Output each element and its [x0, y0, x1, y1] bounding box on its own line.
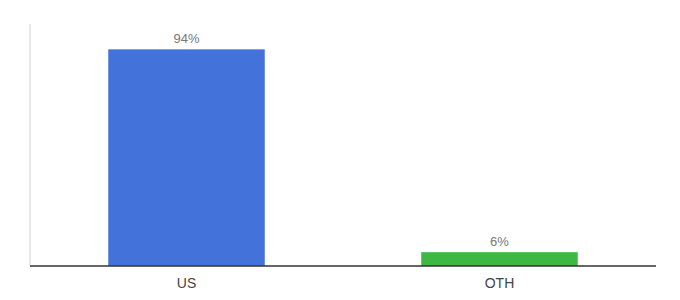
chart: 94% 6% US OTH [0, 0, 680, 300]
chart-container: 94% 6% US OTH [0, 0, 680, 300]
data-label: 94% [173, 31, 199, 46]
y-axis-line [30, 24, 31, 266]
bar [108, 49, 265, 266]
x-tick-label: US [177, 275, 196, 291]
x-tick-label: OTH [485, 275, 515, 291]
plot-area: 94% 6% US OTH [30, 24, 656, 291]
bar [421, 252, 578, 266]
x-axis-line [30, 265, 656, 267]
data-label: 6% [490, 234, 509, 249]
bars [108, 49, 578, 266]
